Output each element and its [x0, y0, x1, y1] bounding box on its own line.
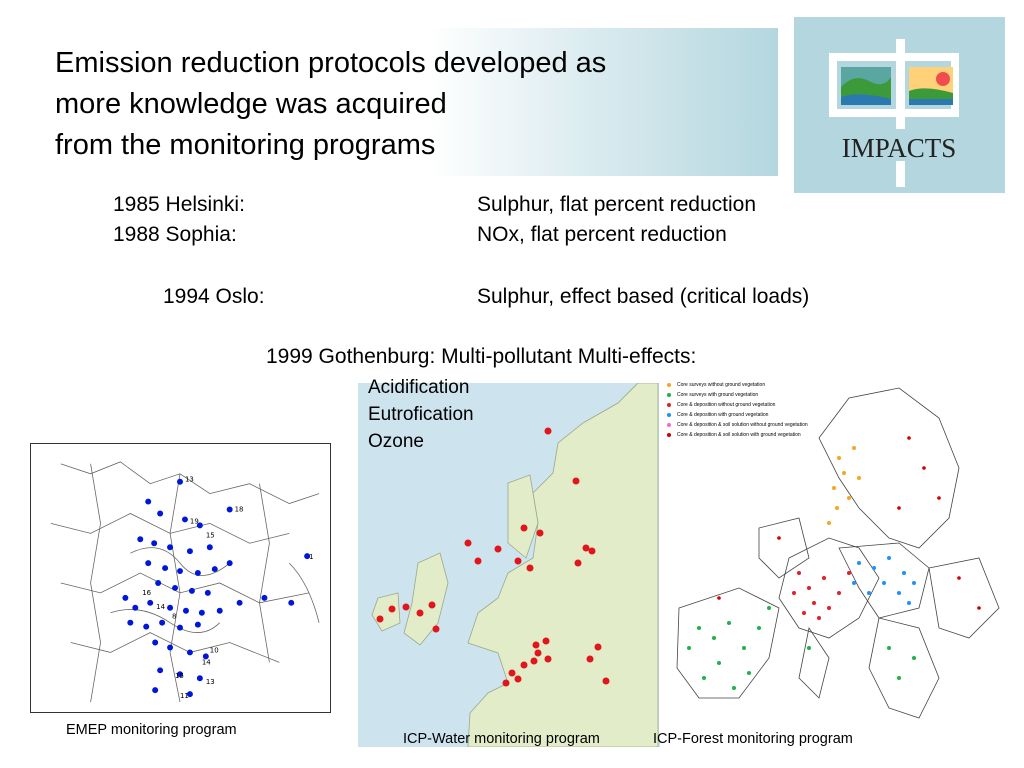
legend-item: Core & deposition without ground vegetat…: [667, 400, 847, 410]
svg-text:14: 14: [156, 603, 165, 611]
emep-stations: [122, 478, 311, 698]
legend-item: Core & deposition & soil solution withou…: [667, 420, 847, 430]
icp-water-map-graphic: [358, 383, 660, 747]
protocol-gothenburg: 1999 Gothenburg: Multi-pollutant Multi-e…: [266, 345, 697, 368]
svg-text:14: 14: [202, 658, 211, 666]
protocol-helsinki-place: 1985 Helsinki:: [113, 193, 245, 216]
svg-text:13: 13: [185, 476, 194, 484]
protocol-oslo-scope: Sulphur, effect based (critical loads): [477, 285, 810, 308]
legend-item: Core & deposition & soil solution with g…: [667, 430, 847, 440]
legend-item: Core & deposition with ground vegetation: [667, 410, 847, 420]
svg-text:16: 16: [142, 589, 151, 597]
svg-text:IMPACTS: IMPACTS: [842, 133, 957, 163]
icp-water-sites: [376, 427, 610, 687]
legend-item: Core surveys with ground vegetation: [667, 390, 847, 400]
svg-text:15: 15: [206, 531, 215, 539]
effect-item: Ozone: [368, 431, 424, 452]
effect-item: Eutrofication: [368, 404, 474, 425]
emep-map-graphic: 13 18 19 15 1 16 14 8 10 14 15 11 13: [50, 461, 320, 703]
legend-dot-icon: [667, 413, 671, 417]
emep-map: 13 18 19 15 1 16 14 8 10 14 15 11 13: [30, 443, 331, 713]
effects-list: Acidification Eutrofication Ozone: [368, 374, 474, 455]
svg-text:1: 1: [309, 553, 313, 561]
emep-caption: EMEP monitoring program: [66, 722, 237, 738]
impacts-logo-icon: IMPACTS: [827, 39, 971, 187]
protocol-helsinki-scope: Sulphur, flat percent reduction: [477, 193, 757, 216]
forest-red-plots: [792, 571, 851, 620]
legend-dot-icon: [667, 433, 671, 437]
title-line-3: from the monitoring programs: [55, 129, 436, 161]
icp-forest-legend: Core surveys without ground vegetation C…: [667, 380, 847, 440]
icp-forest-caption: ICP-Forest monitoring program: [653, 731, 853, 747]
svg-text:15: 15: [175, 672, 184, 680]
icp-forest-map: [659, 378, 1007, 742]
svg-text:13: 13: [206, 678, 215, 686]
icp-water-map: [358, 383, 660, 747]
protocol-sophia-scope: NOx, flat percent reduction: [477, 223, 727, 246]
protocol-sophia-place: 1988 Sophia:: [113, 223, 237, 246]
legend-dot-icon: [667, 383, 671, 387]
forest-green-plots: [687, 606, 916, 690]
icp-forest-map-graphic: [676, 387, 1000, 719]
legend-dot-icon: [667, 393, 671, 397]
svg-text:10: 10: [210, 646, 219, 654]
impacts-logo: IMPACTS: [794, 17, 1005, 193]
legend-item: Core surveys without ground vegetation: [667, 380, 847, 390]
icp-water-caption: ICP-Water monitoring program: [403, 731, 600, 747]
slide-title: Emission reduction protocols developed a…: [55, 43, 755, 166]
svg-text:8: 8: [172, 613, 176, 621]
effect-item: Acidification: [368, 377, 470, 398]
forest-blue-plots: [852, 556, 916, 605]
protocol-oslo-place: 1994 Oslo:: [163, 285, 265, 308]
forest-orange-plots: [827, 446, 861, 525]
svg-text:11: 11: [180, 692, 189, 700]
legend-dot-icon: [667, 423, 671, 427]
title-line-1: Emission reduction protocols developed a…: [55, 47, 607, 79]
svg-text:19: 19: [190, 517, 199, 525]
legend-dot-icon: [667, 403, 671, 407]
title-band: [0, 28, 778, 176]
svg-text:18: 18: [235, 505, 244, 513]
forest-darkred-plots: [717, 436, 981, 610]
title-line-2: more knowledge was acquired: [55, 88, 447, 120]
